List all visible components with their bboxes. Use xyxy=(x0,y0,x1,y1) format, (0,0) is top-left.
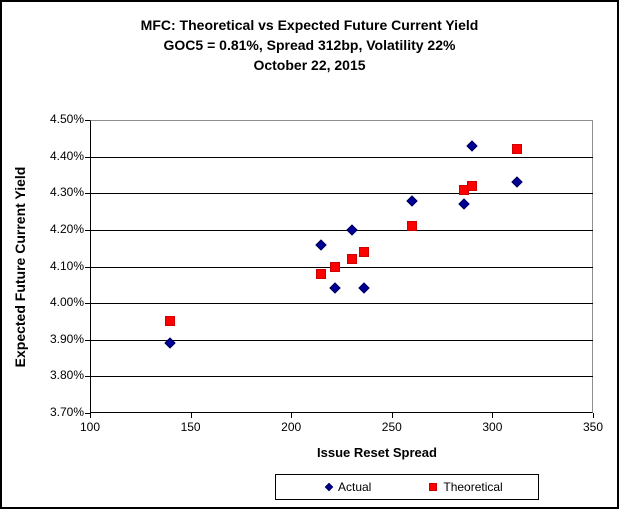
legend-item-theoretical: Theoretical xyxy=(429,480,503,494)
x-axis-tick xyxy=(90,413,91,418)
y-gridline xyxy=(90,303,593,305)
y-axis-tick xyxy=(85,266,90,268)
chart-title-block: MFC: Theoretical vs Expected Future Curr… xyxy=(2,15,617,75)
y-gridline xyxy=(90,376,593,378)
x-tick-label: 250 xyxy=(381,420,402,434)
y-gridline xyxy=(90,193,593,195)
x-axis-tick xyxy=(492,413,494,418)
data-point-theoretical xyxy=(346,254,357,265)
y-axis-tick xyxy=(85,339,90,341)
chart-subtitle: GOC5 = 0.81%, Spread 312bp, Volatility 2… xyxy=(163,37,456,53)
y-gridline xyxy=(90,156,593,158)
y-tick-label: 3.70% xyxy=(49,405,84,419)
y-axis-tick xyxy=(85,376,90,378)
chart-date: October 22, 2015 xyxy=(253,57,366,73)
legend-label-actual: Actual xyxy=(338,480,372,494)
y-gridline xyxy=(90,266,593,268)
legend: Actual Theoretical xyxy=(275,474,539,500)
y-gridline xyxy=(90,229,593,231)
data-point-theoretical xyxy=(511,144,522,155)
y-axis-tick xyxy=(85,193,90,195)
y-tick-label: 3.80% xyxy=(49,368,84,383)
y-axis-tick xyxy=(85,156,90,158)
y-gridline xyxy=(90,339,593,341)
legend-label-theoretical: Theoretical xyxy=(443,480,503,494)
theoretical-square-icon xyxy=(429,483,438,491)
data-point-theoretical xyxy=(406,221,417,232)
x-tick-label: 300 xyxy=(482,420,503,434)
x-axis-tick xyxy=(190,413,192,418)
x-axis-tick xyxy=(593,413,594,418)
y-axis-tick xyxy=(85,229,90,231)
actual-diamond-icon xyxy=(324,482,334,492)
x-tick-label: 350 xyxy=(582,420,604,434)
data-point-theoretical xyxy=(467,180,478,191)
y-tick-label: 3.90% xyxy=(49,331,84,346)
x-axis-title: Issue Reset Spread xyxy=(317,445,437,460)
y-tick-label: 4.50% xyxy=(49,112,84,126)
y-tick-label: 4.20% xyxy=(49,221,84,236)
x-tick-label: 100 xyxy=(79,420,101,434)
y-tick-label: 4.10% xyxy=(49,258,84,273)
data-point-theoretical xyxy=(358,246,369,257)
data-point-theoretical xyxy=(165,316,176,327)
chart-title: MFC: Theoretical vs Expected Future Curr… xyxy=(140,17,479,33)
x-tick-label: 200 xyxy=(281,420,302,434)
y-tick-label: 4.30% xyxy=(49,185,84,200)
y-axis-tick xyxy=(85,303,90,305)
legend-item-actual: Actual xyxy=(324,480,372,494)
x-axis-tick xyxy=(391,413,393,418)
y-axis-tick xyxy=(85,120,90,121)
x-tick-label: 150 xyxy=(180,420,201,434)
y-tick-label: 4.00% xyxy=(49,295,84,310)
x-axis-tick xyxy=(291,413,293,418)
data-point-theoretical xyxy=(316,268,327,279)
data-point-theoretical xyxy=(330,261,341,272)
y-axis-tick xyxy=(85,413,90,414)
y-axis-title: Expected Future Current Yield xyxy=(12,166,28,368)
y-tick-label: 4.40% xyxy=(49,148,84,163)
